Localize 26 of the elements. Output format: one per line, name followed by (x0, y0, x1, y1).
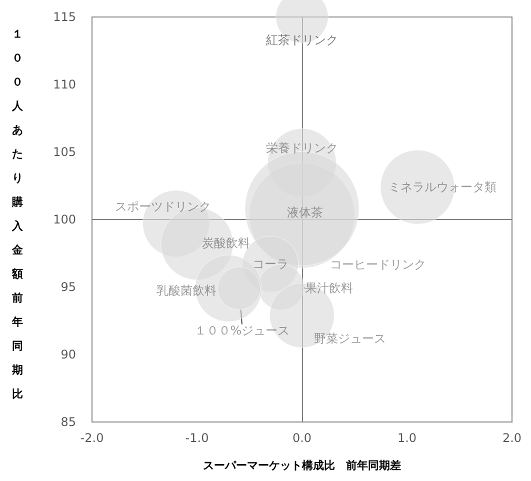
series-label: １００%ジュース (194, 323, 290, 338)
series-label: コーラ (252, 257, 288, 272)
y-tick-label: 100 (53, 212, 76, 226)
series-label: 炭酸飲料 (202, 236, 250, 250)
y-tick-label: 90 (60, 348, 76, 362)
series-label: 栄養ドリンク (266, 140, 338, 155)
x-tick-label: -2.0 (80, 431, 104, 445)
y-tick-label: 95 (60, 280, 76, 294)
y-tick-label: 85 (60, 415, 76, 429)
text: １００人あたり購入金額前年同期比 (12, 28, 23, 400)
x-axis-title: スーパーマーケット構成比 前年同期差 (203, 459, 401, 472)
x-tick-label: 1.0 (397, 431, 417, 445)
y-tick-label: 115 (53, 10, 76, 24)
series-label: ミネラルウォータ類 (388, 180, 496, 194)
y-tick-label: 110 (53, 78, 76, 92)
x-tick-label: 2.0 (502, 431, 522, 445)
series-label: スポーツドリンク (115, 200, 211, 214)
series-label: 紅茶ドリンク (266, 33, 338, 47)
series-label: 液体茶 (287, 205, 323, 220)
series-label: 果汁飲料 (305, 281, 353, 295)
series-label: 野菜ジュース (314, 331, 386, 346)
series-label: コーヒードリンク (330, 258, 426, 272)
x-tick-label: -1.0 (185, 431, 209, 445)
series-label: 乳酸菌飲料 (156, 283, 216, 298)
y-tick-label: 105 (53, 145, 76, 159)
x-tick-label: 0.0 (292, 431, 312, 445)
